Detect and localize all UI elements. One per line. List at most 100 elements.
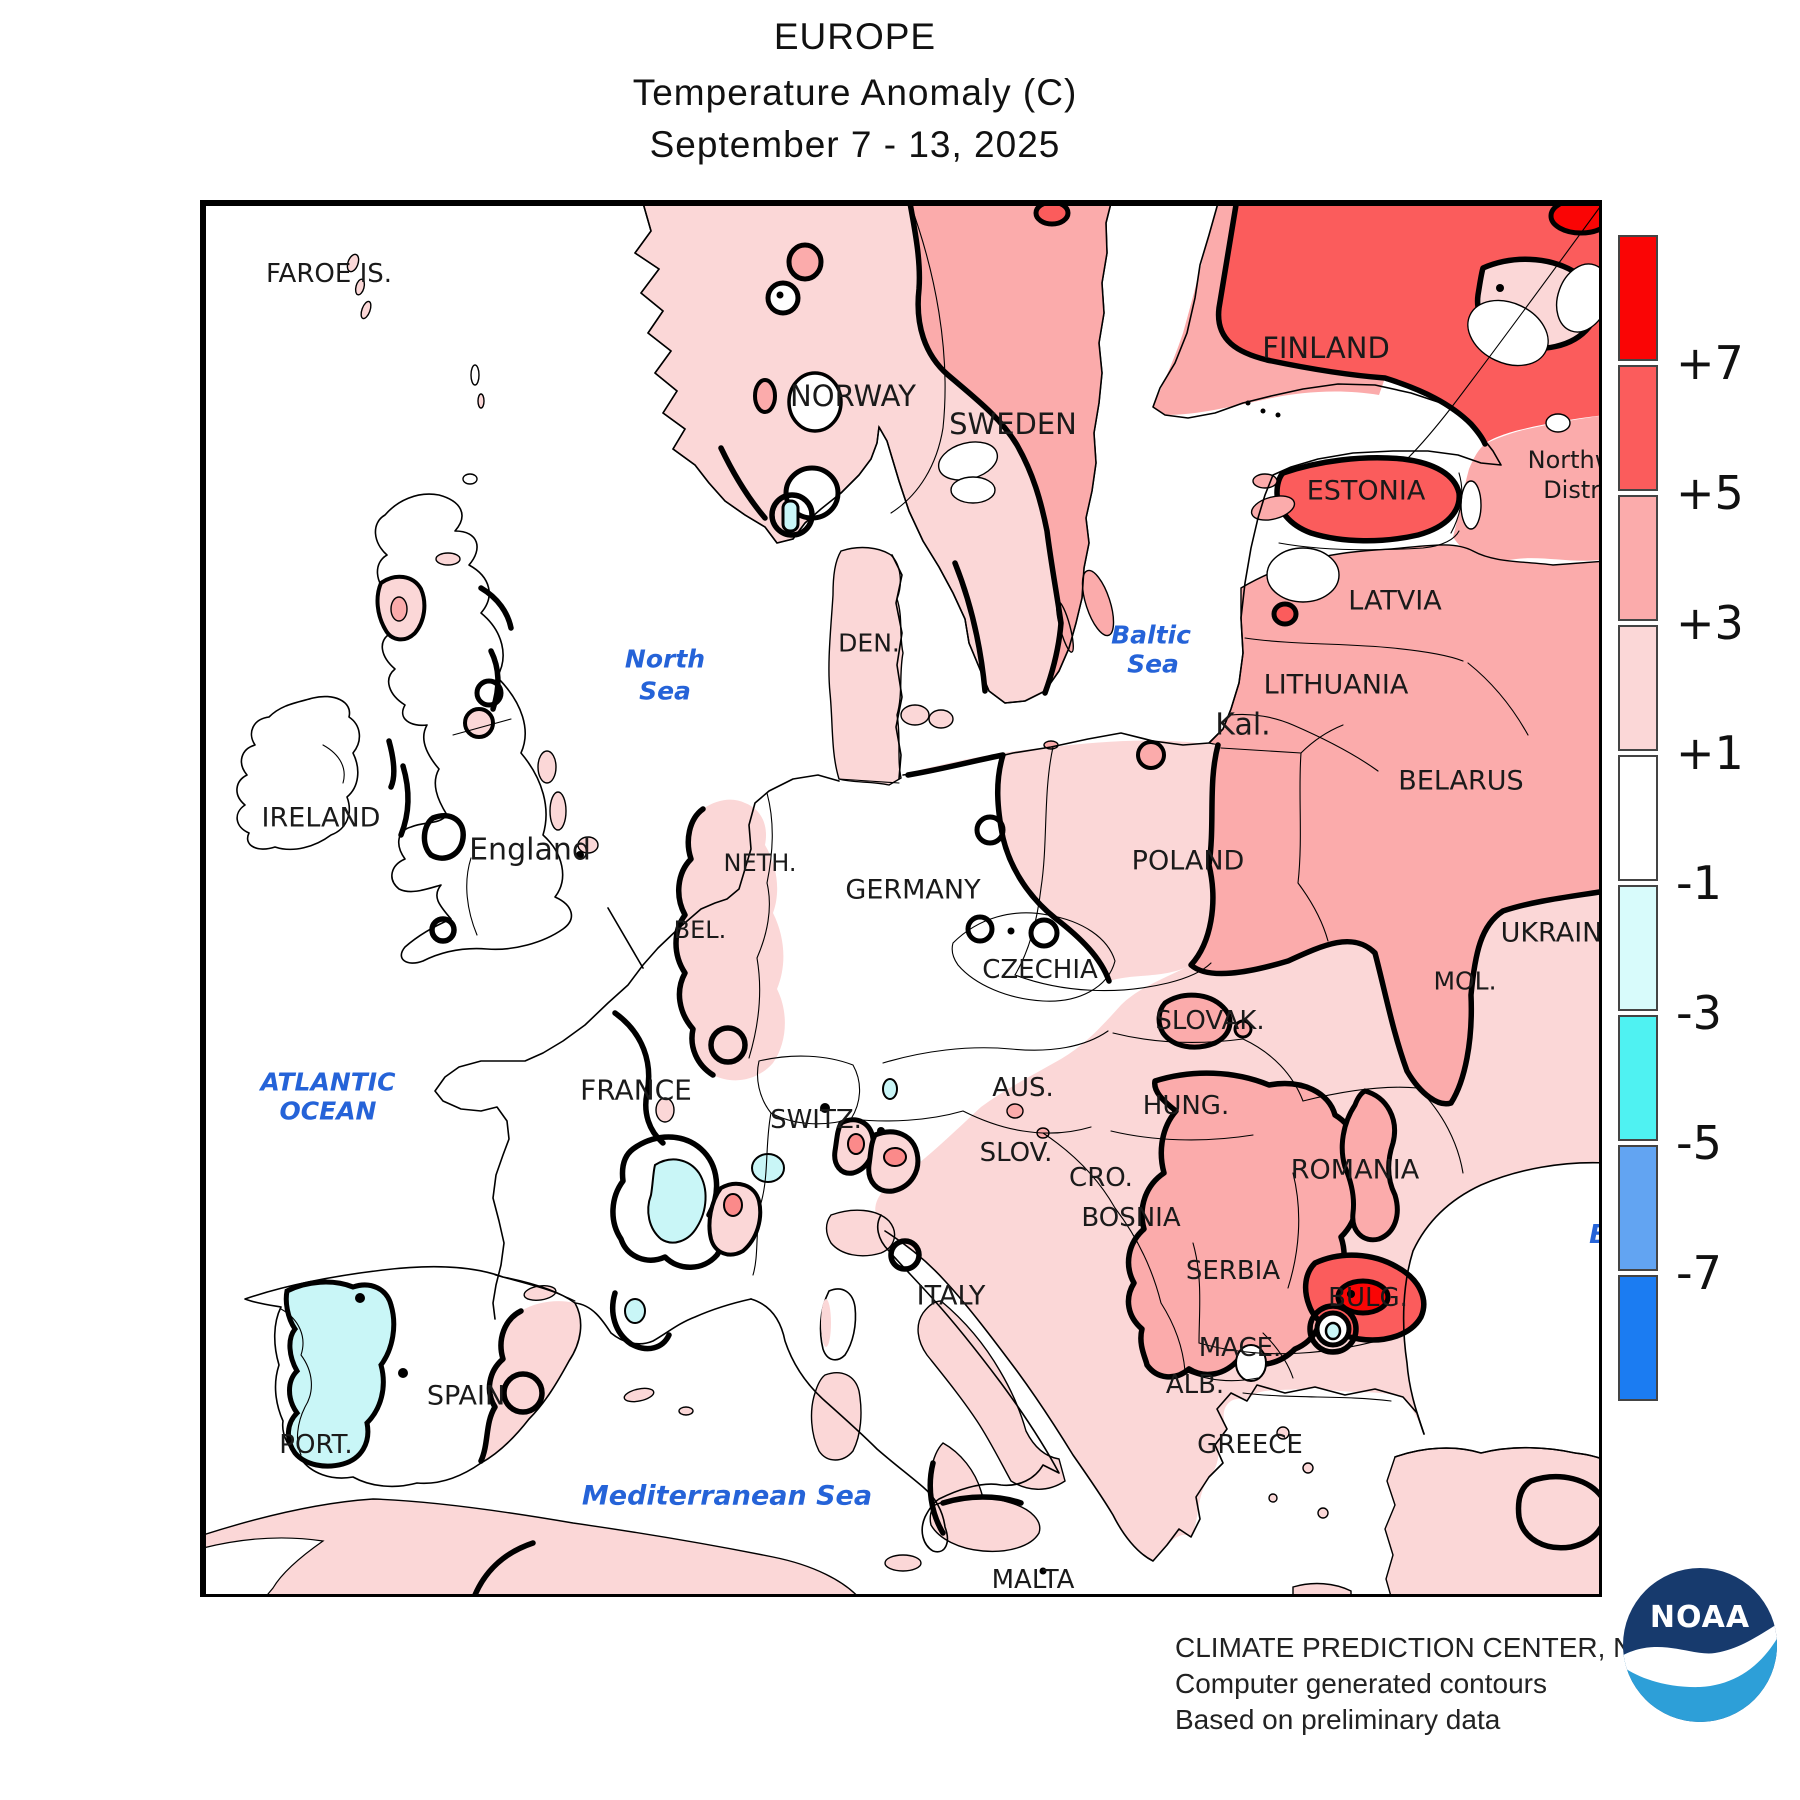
coast-iberia bbox=[244, 1265, 582, 1488]
contour-wales bbox=[421, 813, 466, 861]
region-west-alps bbox=[707, 1181, 763, 1257]
credits-line2: Computer generated contours bbox=[1175, 1668, 1547, 1699]
archipelago-dot bbox=[1275, 412, 1281, 418]
region-nitaly-core2 bbox=[883, 1147, 907, 1167]
contour-dot bbox=[398, 1368, 408, 1378]
map-label: ROMANIA bbox=[1290, 1154, 1420, 1186]
legend-swatch bbox=[1618, 755, 1658, 881]
region-bulgaria-core bbox=[1335, 1278, 1391, 1316]
region-tunisia bbox=[884, 1554, 922, 1572]
legend-swatch bbox=[1618, 235, 1658, 361]
map-subtitle: Temperature Anomaly (C) bbox=[632, 72, 1078, 113]
contour-france bbox=[612, 1010, 666, 1146]
island-faroe bbox=[360, 300, 372, 320]
sea-label: ATLANTIC bbox=[260, 1067, 396, 1097]
region-france-spot bbox=[655, 1097, 675, 1123]
island-shetland bbox=[477, 393, 485, 409]
lake-onega bbox=[1555, 263, 1599, 333]
region-scotland-tip bbox=[435, 552, 461, 566]
sea-label: Baltic bbox=[1111, 620, 1191, 650]
map-label: MOL. bbox=[1433, 966, 1497, 996]
credits-line3: Based on preliminary data bbox=[1175, 1704, 1501, 1735]
sea-label: Sea bbox=[639, 676, 691, 706]
lake-ladoga bbox=[1467, 299, 1549, 367]
europe-anomaly-map bbox=[203, 203, 1599, 1594]
lake-vattern bbox=[950, 476, 996, 504]
map-label: SERBIA bbox=[1185, 1256, 1281, 1286]
region-denmark bbox=[828, 546, 904, 786]
region-norway-spot2 bbox=[753, 378, 777, 414]
lake-ilmen bbox=[1545, 413, 1571, 433]
logo-text: NOAA bbox=[1650, 1600, 1750, 1635]
region-england-coast bbox=[549, 791, 567, 831]
legend-swatch bbox=[1618, 1275, 1658, 1401]
region-norway-white bbox=[787, 371, 843, 433]
map-label: FINLAND bbox=[1262, 331, 1390, 365]
coast-scandinavia bbox=[634, 203, 1112, 704]
island-orkney bbox=[462, 473, 478, 485]
map-label: NORWAY bbox=[790, 379, 916, 413]
region-alps-cool3 bbox=[882, 1078, 898, 1100]
coast-channel bbox=[607, 907, 644, 969]
contour-dot bbox=[1347, 1290, 1355, 1298]
map-label: PORT. bbox=[279, 1430, 353, 1460]
map-label: England bbox=[469, 832, 591, 868]
sea-label: B bbox=[1589, 1220, 1599, 1250]
region-austria-spot bbox=[1006, 1103, 1024, 1119]
legend-value: -7 bbox=[1676, 1246, 1722, 1300]
region-germany-poland bbox=[908, 740, 1218, 981]
map-label: CZECHIA bbox=[982, 955, 1098, 985]
map-label: SPAIN bbox=[426, 1380, 506, 1412]
contour-czech-ring2 bbox=[1028, 917, 1060, 949]
contour-dot bbox=[877, 1127, 885, 1135]
region-england-coast bbox=[577, 836, 599, 854]
map-label: FRANCE bbox=[580, 1073, 692, 1107]
map-label: CRO. bbox=[1069, 1163, 1133, 1193]
map-label: LATVIA bbox=[1348, 585, 1442, 617]
map-label: UKRAINE bbox=[1500, 917, 1602, 949]
region-norway-spot bbox=[786, 242, 824, 282]
region-po-valley bbox=[825, 1209, 896, 1257]
sea-label: North bbox=[624, 644, 706, 674]
region-provence-cool bbox=[624, 1298, 646, 1324]
border-ni bbox=[322, 744, 345, 784]
map-label: DEN. bbox=[838, 628, 900, 658]
region-romania-east bbox=[1339, 1088, 1400, 1243]
map-label: MALTA bbox=[991, 1565, 1075, 1595]
logo-gull bbox=[1623, 1617, 1777, 1688]
gulf-of-riga bbox=[1266, 547, 1340, 603]
map-label: IRELAND bbox=[261, 802, 381, 834]
contour-sicily bbox=[940, 1494, 1024, 1506]
island-aegean bbox=[1317, 1507, 1329, 1519]
island-aegean bbox=[1302, 1462, 1314, 1474]
region-slovakia-spot2 bbox=[1233, 1019, 1253, 1039]
coast-italy bbox=[750, 1214, 1060, 1553]
region-hot-corner bbox=[1548, 203, 1599, 236]
contour-dot bbox=[355, 1293, 365, 1303]
region-west-alps-core bbox=[723, 1193, 743, 1217]
region-mace-pocket bbox=[1235, 1344, 1267, 1382]
legend-swatch bbox=[1618, 625, 1658, 751]
island-corsica-west bbox=[821, 1299, 831, 1347]
contour-irish-sea2 bbox=[398, 763, 411, 838]
country-borders bbox=[280, 203, 1599, 1456]
island-ireland bbox=[236, 695, 361, 851]
contour-dot bbox=[576, 851, 584, 859]
coast-jutland-east bbox=[891, 554, 903, 780]
map-label: NETH. bbox=[723, 849, 797, 877]
island-aegean bbox=[1276, 1426, 1290, 1440]
legend-swatch bbox=[1618, 495, 1658, 621]
island-aegean bbox=[1268, 1493, 1278, 1503]
region-spain-east bbox=[481, 1301, 581, 1463]
contour-sw-england bbox=[429, 916, 457, 944]
map-label: Kal. bbox=[1215, 707, 1271, 743]
legend-swatch bbox=[1618, 1145, 1658, 1271]
map-title: EUROPE bbox=[773, 16, 937, 57]
legend-swatch bbox=[1618, 885, 1658, 1011]
map-label: BULG. bbox=[1328, 1283, 1408, 1313]
contour-dot bbox=[1007, 927, 1015, 935]
coast-turkey-north bbox=[1394, 1446, 1599, 1459]
contour-irish-sea bbox=[386, 738, 397, 790]
legend-value: +3 bbox=[1676, 596, 1744, 650]
contour-pennines bbox=[488, 648, 501, 712]
